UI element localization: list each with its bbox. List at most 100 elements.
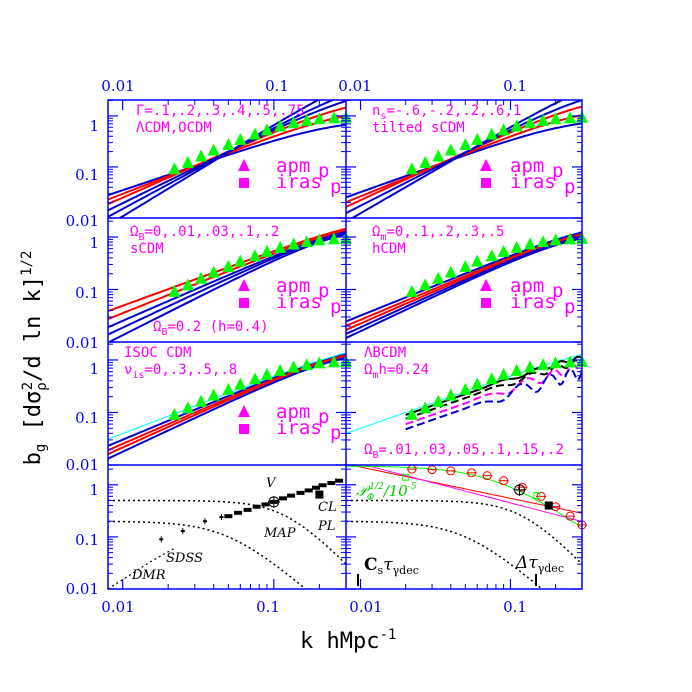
apm-triangle — [328, 111, 341, 124]
apm-triangle — [405, 162, 418, 175]
annotation-label: CL — [318, 500, 337, 515]
apm-triangle — [274, 363, 287, 376]
apm-triangle — [497, 244, 510, 257]
apm-triangle — [432, 394, 445, 407]
legend-iras-square — [481, 298, 491, 308]
apm-triangle — [207, 265, 220, 278]
bottom-tick-label: 0.01 — [349, 598, 382, 616]
model-curve-blue — [346, 122, 582, 199]
panel-label: Γ=.1,.2,.3,.4,.5,.75 — [136, 103, 305, 119]
panel-7-labels: V CL PL MAP SDSS DMR — [131, 476, 337, 583]
svg-text:p: p — [330, 422, 341, 444]
v-bar-point — [261, 502, 270, 507]
bottom-tick-label: 0.1 — [503, 598, 527, 616]
svg-text:iras: iras — [510, 291, 556, 313]
map-window-curve — [108, 520, 307, 589]
annotation-label: DMR — [131, 568, 166, 583]
panel-label: ISOC CDM — [124, 345, 191, 361]
y-tick-label: 0.01 — [66, 334, 99, 352]
legend-iras-square — [239, 424, 249, 434]
apm-triangle — [419, 278, 432, 291]
apm-triangle — [471, 254, 484, 267]
apm-triangle — [313, 233, 326, 246]
apm-triangle — [328, 355, 341, 368]
apm-triangle — [234, 132, 247, 145]
svg-text:p: p — [564, 296, 575, 318]
legend-iras-square — [239, 178, 249, 188]
apm-triangle — [328, 232, 341, 245]
apm-triangle — [405, 407, 418, 420]
apm-triangle — [459, 382, 472, 395]
apm-triangle — [485, 372, 498, 385]
potential-label: 𝒫Φ1/2/10-5 — [356, 482, 417, 503]
apm-triangle — [419, 155, 432, 168]
legend-iras-square — [239, 298, 249, 308]
cl-point — [315, 490, 324, 499]
v-bar-point — [335, 478, 344, 483]
apm-triangle — [168, 407, 181, 420]
y-tick-label: 1 — [89, 481, 99, 499]
annotation-label: MAP — [263, 526, 296, 541]
apm-triangle — [313, 112, 326, 125]
apm-triangle — [524, 360, 537, 373]
panel-8-labels: 𝒫Φ1/2/10-5 Csτγdec Δτγdec — [356, 482, 564, 577]
legend-apm-triangle — [238, 279, 250, 291]
legend-apm-triangle — [480, 279, 492, 291]
apm-triangle — [485, 127, 498, 140]
panel-label: ns=-.6,-.2,.2,.6,1 — [372, 103, 521, 122]
apm-triangle — [222, 259, 235, 272]
model-curve-blue — [108, 123, 346, 197]
y-tick-labels-panel-1: 1 0.1 — [75, 117, 99, 184]
apm-triangle — [168, 284, 181, 297]
p5-apm-points — [168, 354, 352, 420]
top-tick-label: 0.1 — [265, 77, 289, 95]
apm-triangle — [524, 237, 537, 250]
apm-triangle — [549, 233, 562, 246]
panel-3-labels: ΩB=0,.01,.03,.1,.2 sCDM ΩB=0.2 (h=0.4) — [130, 224, 279, 338]
legend-panel-5: apm p iras p — [276, 401, 341, 444]
apm-triangle — [195, 149, 208, 162]
y-tick-label: 0.01 — [66, 580, 99, 598]
apm-triangle — [274, 119, 287, 132]
axis-ticks — [108, 100, 582, 590]
top-tick-label: 0.01 — [101, 77, 134, 95]
apm-triangle — [444, 143, 457, 156]
v-bar-point — [279, 496, 288, 501]
apm-triangle — [444, 388, 457, 401]
black-square-point — [544, 501, 553, 510]
p1-curves — [108, 100, 346, 218]
apm-triangle — [313, 356, 326, 369]
apm-triangle — [459, 137, 472, 150]
y-tick-labels-panel-3: 1 0.1 0.01 — [66, 234, 99, 352]
v-bar-point — [287, 493, 296, 498]
x-axis-title: k hMpc-1 — [300, 627, 396, 654]
apm-triangle — [405, 284, 418, 297]
legend-panel-2: apm p iras p — [510, 155, 575, 198]
v-bar-point — [318, 483, 327, 488]
bottom-tick-label: 0.1 — [256, 598, 280, 616]
svg-text:p: p — [564, 176, 575, 198]
apm-triangle — [300, 113, 313, 126]
panel-5-labels: ISOC CDM νis=0,.3,.5,.8 — [124, 345, 237, 381]
v-bar-point — [296, 490, 305, 495]
apm-triangle — [432, 271, 445, 284]
svg-text:apm: apm — [510, 275, 544, 297]
panel-label: tilted sCDM — [372, 120, 465, 136]
pl-window-curve — [346, 499, 582, 565]
panel-4-labels: Ωm=0,.1,.2,.3,.5 hCDM — [372, 224, 504, 257]
legend-apm-triangle — [238, 405, 250, 417]
model-curve-blue — [117, 100, 321, 218]
apm-triangle — [549, 356, 562, 369]
apm-triangle — [300, 358, 313, 371]
apm-triangle — [260, 367, 273, 380]
apm-triangle — [222, 382, 235, 395]
svg-text:p: p — [318, 160, 329, 182]
apm-triangle — [181, 278, 194, 291]
top-tick-label: 0.1 — [503, 77, 527, 95]
svg-text:iras: iras — [276, 291, 322, 313]
panel-label: Ωm=0,.1,.2,.3,.5 — [372, 224, 504, 243]
sound-horizon-label: Csτγdec — [364, 555, 419, 577]
apm-triangle — [419, 401, 432, 414]
apm-triangle — [207, 143, 220, 156]
apm-triangle — [168, 162, 181, 175]
